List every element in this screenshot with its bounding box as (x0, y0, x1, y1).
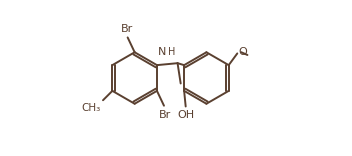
Text: Br: Br (159, 110, 171, 120)
Text: CH₃: CH₃ (81, 103, 101, 113)
Text: H: H (168, 47, 175, 57)
Text: Br: Br (121, 24, 133, 34)
Text: OH: OH (177, 110, 194, 120)
Text: N: N (158, 47, 166, 57)
Text: O: O (238, 47, 247, 57)
